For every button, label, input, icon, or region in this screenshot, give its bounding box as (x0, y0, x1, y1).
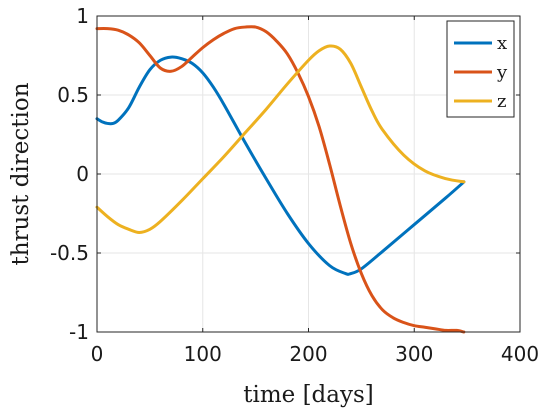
legend-label-z: z (497, 91, 506, 112)
x-tick-label-1: 100 (184, 342, 222, 366)
legend: xyz (446, 20, 515, 118)
y-tick-label-3: 0.5 (57, 83, 89, 107)
x-tick-label-4: 400 (501, 342, 539, 366)
legend-label-y: y (496, 62, 508, 83)
x-tick-label-3: 300 (395, 342, 433, 366)
y-tick-label-2: 0 (76, 162, 89, 186)
series-line-z (95, 44, 466, 234)
series-line-y (95, 25, 466, 334)
x-tick-labels: 0 100 200 300 400 (91, 342, 539, 366)
legend-label-x: x (497, 33, 507, 54)
series-lines (95, 25, 466, 334)
y-tick-label-4: 1 (76, 4, 89, 28)
y-tick-label-0: -1 (69, 320, 89, 344)
series-line-x (95, 55, 466, 276)
tick-marks (96, 15, 521, 333)
x-tick-label-2: 200 (289, 342, 327, 366)
y-tick-label-1: -0.5 (50, 241, 89, 265)
y-tick-labels: -1 -0.5 0 0.5 1 (50, 4, 89, 344)
x-axis-label: time [days] (243, 382, 374, 408)
y-axis-label: thrust direction (8, 82, 34, 265)
x-tick-label-0: 0 (91, 342, 104, 366)
